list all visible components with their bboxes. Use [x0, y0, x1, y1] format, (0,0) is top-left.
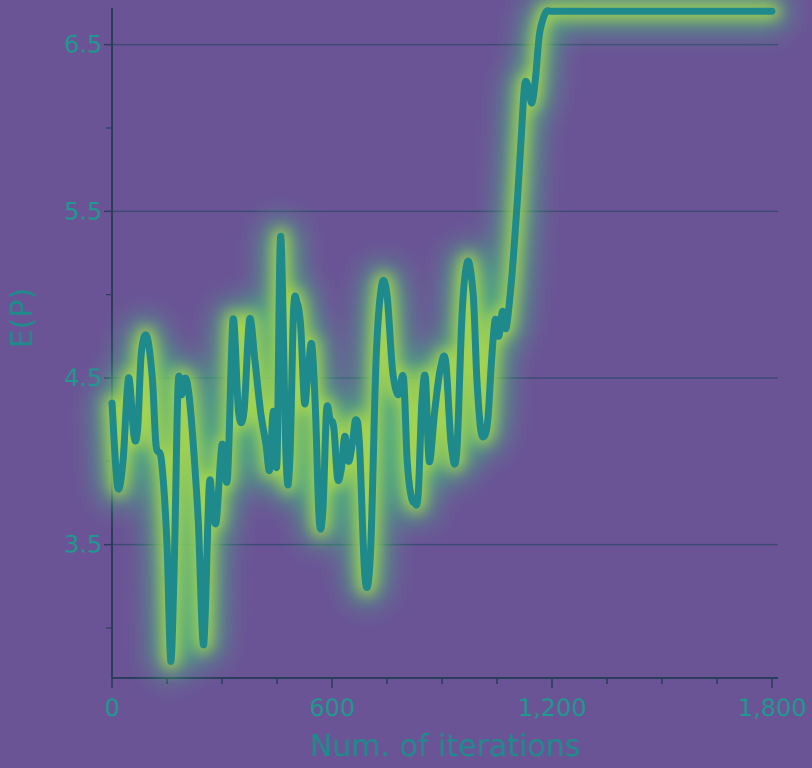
- x-tick-label: 0: [104, 694, 119, 722]
- x-tick-label: 1,200: [518, 694, 587, 722]
- y-tick-label: 4.5: [64, 364, 102, 392]
- y-tick-label: 6.5: [64, 31, 102, 59]
- y-tick-label: 3.5: [64, 531, 102, 559]
- y-tick-label: 5.5: [64, 197, 102, 225]
- axes: [104, 8, 778, 688]
- x-tick-label: 600: [309, 694, 355, 722]
- series-line: [108, 7, 776, 665]
- x-tick-label: 1,800: [738, 694, 807, 722]
- series-layer: [95, 0, 789, 679]
- tick-labels: 3.5 4.5 5.5 6.5 0 600 1,200 1,800: [64, 31, 807, 722]
- x-axis-title: Num. of iterations: [310, 729, 581, 764]
- series-glow-inner: [104, 2, 780, 670]
- y-axis-title: E(P): [5, 288, 40, 348]
